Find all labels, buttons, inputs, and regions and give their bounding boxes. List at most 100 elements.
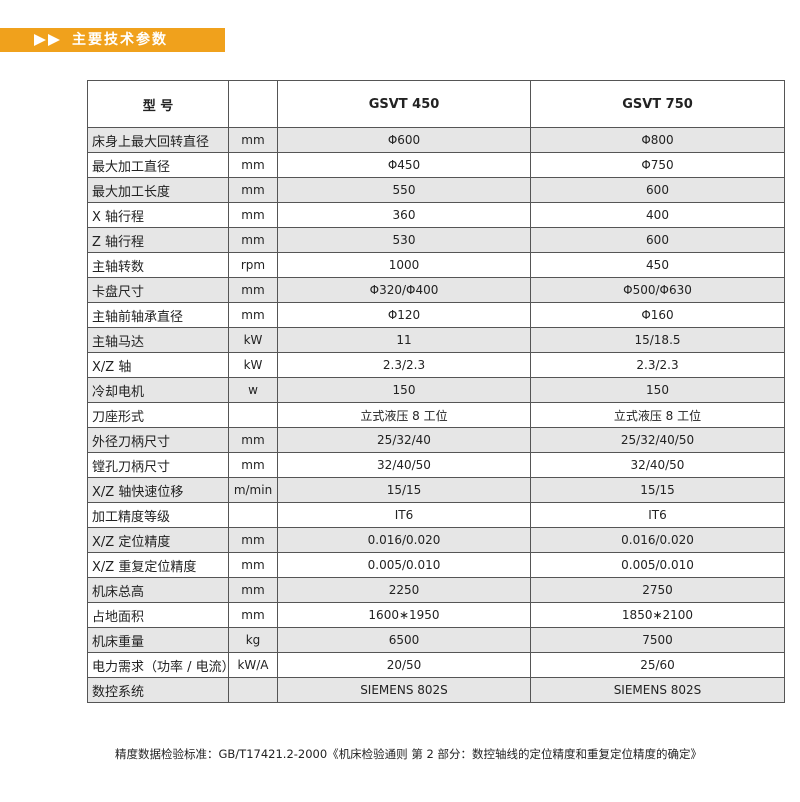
- value-cell: 1850∗2100: [530, 602, 785, 628]
- table-row: 主轴转数 rpm 1000 450: [87, 252, 785, 278]
- value-cell: 150: [277, 377, 531, 403]
- param-name: 电力需求（功率 / 电流）: [87, 652, 229, 678]
- table-row: X/Z 定位精度 mm 0.016/0.020 0.016/0.020: [87, 527, 785, 553]
- table-row: 机床重量 kg 6500 7500: [87, 627, 785, 653]
- unit-cell: rpm: [228, 252, 278, 278]
- param-name: X 轴行程: [87, 202, 229, 228]
- value-cell: 400: [530, 202, 785, 228]
- unit-cell: [228, 402, 278, 428]
- header-row: 型 号 GSVT 450 GSVT 750: [87, 80, 785, 128]
- param-name: 机床总高: [87, 577, 229, 603]
- value-cell: 0.016/0.020: [277, 527, 531, 553]
- table-row: 占地面积 mm 1600∗1950 1850∗2100: [87, 602, 785, 628]
- table-row: Z 轴行程 mm 530 600: [87, 227, 785, 253]
- value-cell: 600: [530, 227, 785, 253]
- table-row: 外径刀柄尺寸 mm 25/32/40 25/32/40/50: [87, 427, 785, 453]
- unit-cell: mm: [228, 152, 278, 178]
- param-name: 冷却电机: [87, 377, 229, 403]
- value-cell: 2.3/2.3: [277, 352, 531, 378]
- param-name: 加工精度等级: [87, 502, 229, 528]
- value-cell: 450: [530, 252, 785, 278]
- value-cell: 25/32/40/50: [530, 427, 785, 453]
- table-row: X/Z 轴快速位移 m/min 15/15 15/15: [87, 477, 785, 503]
- section-banner: 主要技术参数: [0, 28, 225, 52]
- param-name: 最大加工直径: [87, 152, 229, 178]
- table-row: 主轴马达 kW 11 15/18.5: [87, 327, 785, 353]
- table-row: 最大加工直径 mm Φ450 Φ750: [87, 152, 785, 178]
- param-name: 刀座形式: [87, 402, 229, 428]
- header-cell: GSVT 450: [277, 80, 531, 128]
- value-cell: 32/40/50: [530, 452, 785, 478]
- value-cell: Φ320/Φ400: [277, 277, 531, 303]
- header-cell: [228, 80, 278, 128]
- unit-cell: mm: [228, 602, 278, 628]
- value-cell: 15/15: [530, 477, 785, 503]
- param-name: 数控系统: [87, 677, 229, 703]
- table-row: 机床总高 mm 2250 2750: [87, 577, 785, 603]
- value-cell: 2.3/2.3: [530, 352, 785, 378]
- param-name: 主轴转数: [87, 252, 229, 278]
- table-row: 加工精度等级 IT6 IT6: [87, 502, 785, 528]
- table-row: 冷却电机 w 150 150: [87, 377, 785, 403]
- value-cell: 0.005/0.010: [277, 552, 531, 578]
- param-name: X/Z 轴: [87, 352, 229, 378]
- section-title: 主要技术参数: [72, 32, 168, 48]
- table-row: 电力需求（功率 / 电流） kW/A 20/50 25/60: [87, 652, 785, 678]
- param-name: Z 轴行程: [87, 227, 229, 253]
- param-name: 主轴前轴承直径: [87, 302, 229, 328]
- table-row: X/Z 轴 kW 2.3/2.3 2.3/2.3: [87, 352, 785, 378]
- unit-cell: mm: [228, 552, 278, 578]
- unit-cell: kW: [228, 327, 278, 353]
- value-cell: 20/50: [277, 652, 531, 678]
- value-cell: Φ120: [277, 302, 531, 328]
- value-cell: 11: [277, 327, 531, 353]
- table-row: X/Z 重复定位精度 mm 0.005/0.010 0.005/0.010: [87, 552, 785, 578]
- value-cell: 1600∗1950: [277, 602, 531, 628]
- unit-cell: mm: [228, 427, 278, 453]
- param-name: 卡盘尺寸: [87, 277, 229, 303]
- value-cell: 600: [530, 177, 785, 203]
- spec-table: 型 号 GSVT 450 GSVT 750 床身上最大回转直径 mm Φ600 Φ800 最大…: [87, 80, 785, 703]
- param-name: 床身上最大回转直径: [87, 127, 229, 153]
- value-cell: 6500: [277, 627, 531, 653]
- param-name: 机床重量: [87, 627, 229, 653]
- unit-cell: [228, 677, 278, 703]
- header-cell: 型 号: [87, 80, 229, 128]
- value-cell: Φ500/Φ630: [530, 277, 785, 303]
- param-name: 外径刀柄尺寸: [87, 427, 229, 453]
- value-cell: 0.005/0.010: [530, 552, 785, 578]
- value-cell: Φ600: [277, 127, 531, 153]
- value-cell: 7500: [530, 627, 785, 653]
- value-cell: 360: [277, 202, 531, 228]
- value-cell: 立式液压 8 工位: [530, 402, 785, 428]
- param-name: X/Z 轴快速位移: [87, 477, 229, 503]
- value-cell: Φ160: [530, 302, 785, 328]
- unit-cell: mm: [228, 177, 278, 203]
- unit-cell: kW: [228, 352, 278, 378]
- value-cell: IT6: [530, 502, 785, 528]
- unit-cell: kW/A: [228, 652, 278, 678]
- table-row: 主轴前轴承直径 mm Φ120 Φ160: [87, 302, 785, 328]
- value-cell: 立式液压 8 工位: [277, 402, 531, 428]
- param-name: 最大加工长度: [87, 177, 229, 203]
- value-cell: Φ800: [530, 127, 785, 153]
- value-cell: 0.016/0.020: [530, 527, 785, 553]
- value-cell: 530: [277, 227, 531, 253]
- value-cell: 150: [530, 377, 785, 403]
- value-cell: 25/60: [530, 652, 785, 678]
- unit-cell: mm: [228, 202, 278, 228]
- param-name: X/Z 重复定位精度: [87, 552, 229, 578]
- value-cell: Φ750: [530, 152, 785, 178]
- value-cell: 550: [277, 177, 531, 203]
- unit-cell: mm: [228, 577, 278, 603]
- unit-cell: mm: [228, 527, 278, 553]
- value-cell: 1000: [277, 252, 531, 278]
- value-cell: 15/15: [277, 477, 531, 503]
- table-row: 卡盘尺寸 mm Φ320/Φ400 Φ500/Φ630: [87, 277, 785, 303]
- arrow-icon: [34, 34, 60, 46]
- header-cell: GSVT 750: [530, 80, 785, 128]
- value-cell: SIEMENS 802S: [277, 677, 531, 703]
- unit-cell: mm: [228, 227, 278, 253]
- unit-cell: [228, 502, 278, 528]
